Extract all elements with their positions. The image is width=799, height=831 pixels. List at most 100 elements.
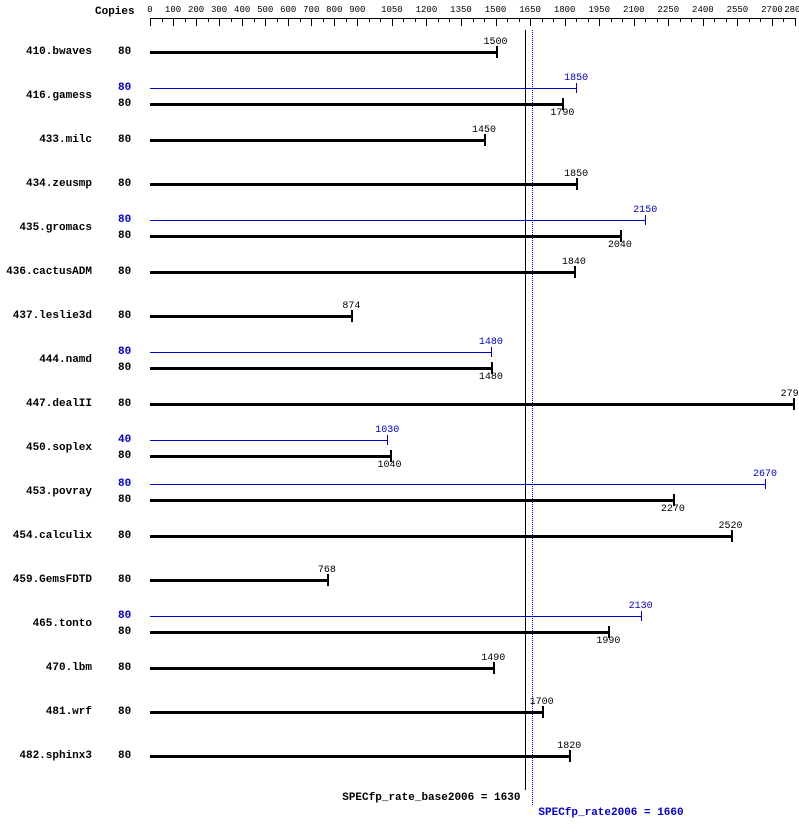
bar-cap-peak xyxy=(645,215,646,225)
bar-base xyxy=(150,667,493,670)
x-tick-minor xyxy=(196,18,197,22)
benchmark-name: 453.povray xyxy=(2,486,92,498)
value-base: 1500 xyxy=(484,37,508,48)
bar-cap-peak xyxy=(491,347,492,357)
bar-base xyxy=(150,367,491,370)
bar-base xyxy=(150,535,731,538)
bar-base xyxy=(150,271,574,274)
value-base: 1450 xyxy=(472,125,496,136)
x-tick-label: 200 xyxy=(188,5,204,15)
ref-line-peak xyxy=(532,30,533,805)
x-tick-minor xyxy=(772,18,773,22)
x-tick-minor xyxy=(300,18,301,22)
value-base: 768 xyxy=(318,565,336,576)
value-base: 1490 xyxy=(481,653,505,664)
x-tick-minor xyxy=(484,18,485,22)
value-base: 1990 xyxy=(596,636,620,647)
x-tick-minor xyxy=(599,18,600,22)
bar-peak xyxy=(150,88,576,89)
x-tick-label: 500 xyxy=(257,5,273,15)
bar-base xyxy=(150,579,327,582)
value-base: 1480 xyxy=(479,372,503,383)
x-tick-minor xyxy=(645,18,646,22)
x-tick-minor xyxy=(449,18,450,22)
x-tick-minor xyxy=(415,18,416,22)
value-base: 2790 xyxy=(781,389,799,400)
x-tick-label: 0 xyxy=(147,5,152,15)
benchmark-name: 434.zeusmp xyxy=(2,178,92,190)
x-tick-label: 2800 xyxy=(784,5,799,15)
x-tick-minor xyxy=(369,18,370,22)
x-tick-label: 800 xyxy=(326,5,342,15)
copies-base: 80 xyxy=(118,134,131,146)
x-tick-minor xyxy=(380,18,381,22)
summary-base: SPECfp_rate_base2006 = 1630 xyxy=(295,792,520,804)
bar-base xyxy=(150,403,793,406)
copies-peak: 40 xyxy=(118,434,131,446)
copies-base: 80 xyxy=(118,46,131,58)
axis-title: Copies xyxy=(95,6,135,18)
bar-base xyxy=(150,235,620,238)
x-tick-minor xyxy=(265,18,266,22)
benchmark-name: 459.GemsFDTD xyxy=(2,574,92,586)
x-tick-minor xyxy=(634,18,635,22)
value-peak: 2670 xyxy=(753,469,777,480)
x-tick-label: 600 xyxy=(280,5,296,15)
copies-base: 80 xyxy=(118,574,131,586)
x-tick-label: 1350 xyxy=(450,5,472,15)
bar-cap-peak xyxy=(641,611,642,621)
copies-peak: 80 xyxy=(118,82,131,94)
bar-base xyxy=(150,103,562,106)
value-base: 2040 xyxy=(608,240,632,251)
value-base: 1790 xyxy=(550,108,574,119)
value-peak: 1850 xyxy=(564,73,588,84)
x-tick-minor xyxy=(542,18,543,22)
x-tick-label: 1950 xyxy=(588,5,610,15)
x-tick-minor xyxy=(288,18,289,22)
x-tick-minor xyxy=(346,18,347,22)
benchmark-name: 470.lbm xyxy=(2,662,92,674)
value-base: 2270 xyxy=(661,504,685,515)
copies-base: 80 xyxy=(118,450,131,462)
copies-base: 80 xyxy=(118,706,131,718)
x-tick-minor xyxy=(254,18,255,22)
benchmark-name: 433.milc xyxy=(2,134,92,146)
specfp-rate-chart: Copies0100200300400500600700800900105012… xyxy=(0,0,799,831)
x-tick-minor xyxy=(530,18,531,22)
x-tick-label: 700 xyxy=(303,5,319,15)
x-tick-label: 1650 xyxy=(519,5,541,15)
copies-base: 80 xyxy=(118,494,131,506)
value-base: 1850 xyxy=(564,169,588,180)
x-tick-label: 1200 xyxy=(416,5,438,15)
benchmark-name: 437.leslie3d xyxy=(2,310,92,322)
bar-base xyxy=(150,139,484,142)
copies-base: 80 xyxy=(118,98,131,110)
x-tick-minor xyxy=(334,18,335,22)
bar-base xyxy=(150,315,351,318)
value-peak: 2130 xyxy=(629,601,653,612)
benchmark-name: 481.wrf xyxy=(2,706,92,718)
copies-base: 80 xyxy=(118,230,131,242)
benchmark-name: 482.sphinx3 xyxy=(2,750,92,762)
value-base: 1700 xyxy=(530,697,554,708)
x-tick-minor xyxy=(576,18,577,22)
x-tick-minor xyxy=(795,18,796,22)
benchmark-name: 410.bwaves xyxy=(2,46,92,58)
x-tick-minor xyxy=(426,18,427,22)
x-tick-label: 1500 xyxy=(485,5,507,15)
value-base: 1840 xyxy=(562,257,586,268)
summary-peak: SPECfp_rate2006 = 1660 xyxy=(538,807,683,819)
bar-peak xyxy=(150,616,641,617)
copies-peak: 80 xyxy=(118,346,131,358)
x-tick-minor xyxy=(519,18,520,22)
copies-base: 80 xyxy=(118,662,131,674)
x-tick-label: 1800 xyxy=(554,5,576,15)
copies-base: 80 xyxy=(118,530,131,542)
x-tick-minor xyxy=(150,18,151,22)
bar-base xyxy=(150,755,569,758)
benchmark-name: 450.soplex xyxy=(2,442,92,454)
x-tick-minor xyxy=(277,18,278,22)
copies-base: 80 xyxy=(118,178,131,190)
x-tick-minor xyxy=(760,18,761,22)
x-tick-minor xyxy=(783,18,784,22)
